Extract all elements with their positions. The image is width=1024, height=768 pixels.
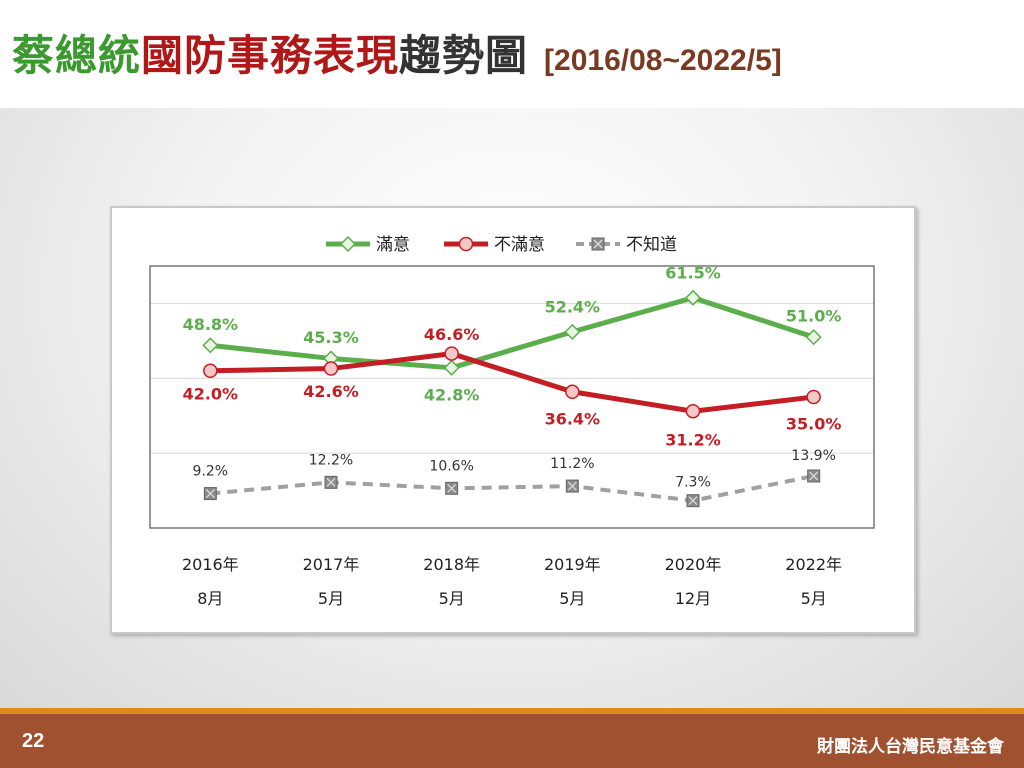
title-part-trend: 趨勢圖 bbox=[399, 31, 529, 80]
series-line-1 bbox=[210, 295, 815, 371]
data-point-2 bbox=[806, 389, 821, 405]
data-label-2: 46.6% bbox=[424, 325, 480, 344]
series-line-2 bbox=[210, 351, 814, 414]
x-tick-label-month: 5月 bbox=[559, 589, 585, 608]
x-tick-label-month: 8月 bbox=[197, 589, 223, 608]
legend-marker-cross bbox=[593, 239, 603, 249]
legend-label: 滿意 bbox=[376, 235, 410, 255]
trend-chart: 2016年 8月 2017年 5月 2018年 5月 2019年 5月 2020年 12月 2022… bbox=[149, 235, 875, 608]
data-point-3-cross bbox=[326, 477, 336, 487]
data-point-3-cross bbox=[809, 471, 819, 481]
data-point-2 bbox=[685, 403, 701, 419]
data-label-3: 11.2% bbox=[550, 456, 594, 472]
data-point-3-cross bbox=[688, 496, 698, 506]
data-label-2: 36.4% bbox=[545, 409, 601, 428]
data-label-2: 42.6% bbox=[303, 382, 359, 401]
legend-marker bbox=[339, 235, 357, 253]
data-label-3: 12.2% bbox=[309, 452, 353, 468]
data-point-2 bbox=[444, 346, 459, 361]
footer-bar: 22 財團法人台灣民意基金會 bbox=[0, 708, 1024, 768]
data-label-1: 42.8% bbox=[424, 385, 480, 404]
data-label-3: 13.9% bbox=[791, 448, 835, 464]
legend-marker bbox=[458, 236, 474, 252]
plot-frame bbox=[149, 265, 875, 529]
title-date-range: [2016/08~2022/5] bbox=[544, 44, 782, 77]
title-part-president: 蔡總統 bbox=[12, 31, 142, 80]
data-point-1 bbox=[202, 337, 219, 354]
data-label-3: 9.2% bbox=[193, 464, 229, 480]
x-tick-label-month: 5月 bbox=[318, 589, 344, 608]
chart-card: 2016年 8月 2017年 5月 2018年 5月 2019年 5月 2020年 12月 2022… bbox=[110, 206, 916, 634]
data-label-1: 45.3% bbox=[303, 328, 359, 347]
data-label-1: 51.0% bbox=[786, 307, 842, 326]
data-point-1 bbox=[564, 323, 581, 340]
x-tick-label-year: 2017年 bbox=[303, 555, 360, 574]
x-tick-label-year: 2018年 bbox=[423, 555, 480, 574]
x-tick-label-month: 5月 bbox=[439, 589, 465, 608]
data-point-2 bbox=[565, 384, 580, 400]
data-label-1: 48.8% bbox=[183, 315, 239, 334]
data-point-3-cross bbox=[447, 483, 457, 493]
data-label-1: 52.4% bbox=[545, 297, 601, 316]
legend-label: 不知道 bbox=[626, 235, 677, 255]
title-bar: 蔡總統國防事務表現趨勢圖 [2016/08~2022/5] bbox=[0, 0, 1024, 108]
data-label-3: 7.3% bbox=[675, 475, 711, 491]
data-label-2: 42.0% bbox=[183, 384, 239, 403]
data-label-1: 61.5% bbox=[665, 263, 721, 282]
data-point-3-cross bbox=[567, 481, 577, 491]
organization-name: 財團法人台灣民意基金會 bbox=[817, 737, 1004, 757]
page-title: 蔡總統國防事務表現趨勢圖 [2016/08~2022/5] bbox=[12, 22, 782, 92]
data-label-2: 35.0% bbox=[786, 415, 842, 434]
series-line-3 bbox=[210, 474, 815, 503]
data-point-1 bbox=[805, 329, 822, 346]
page-number: 22 bbox=[22, 730, 45, 752]
data-point-2 bbox=[203, 363, 218, 379]
data-point-1 bbox=[443, 359, 460, 376]
x-tick-label-year: 2020年 bbox=[665, 555, 722, 574]
x-tick-label-year: 2016年 bbox=[182, 555, 239, 574]
x-tick-label-month: 5月 bbox=[801, 589, 827, 608]
data-point-3-cross bbox=[205, 489, 215, 499]
legend-label: 不滿意 bbox=[494, 235, 545, 255]
data-point-2 bbox=[323, 361, 339, 376]
x-tick-label-year: 2019年 bbox=[544, 555, 601, 574]
data-label-2: 31.2% bbox=[665, 431, 721, 450]
x-tick-label-month: 12月 bbox=[675, 589, 711, 608]
title-part-topic: 國防事務表現 bbox=[141, 31, 400, 80]
data-label-3: 10.6% bbox=[429, 458, 473, 474]
x-tick-label-year: 2022年 bbox=[785, 555, 842, 574]
data-point-1 bbox=[684, 289, 702, 306]
